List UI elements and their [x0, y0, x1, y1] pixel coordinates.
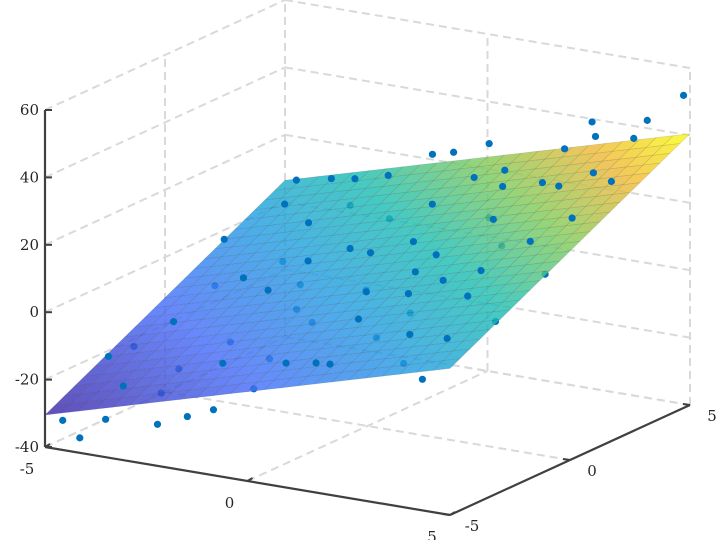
scatter-point: [409, 237, 417, 246]
scatter-point: [630, 134, 638, 142]
grid-line: [164, 391, 571, 461]
y-tick: [562, 458, 571, 461]
plane-face: [662, 133, 691, 146]
scatter-point: [304, 257, 312, 265]
scatter-point: [443, 334, 451, 343]
points-above-plane: [104, 91, 688, 390]
x-tick-label: -5: [20, 460, 35, 478]
scatter-point: [282, 359, 290, 367]
scatter-point: [219, 359, 227, 367]
scatter-point: [589, 169, 598, 177]
z-tick-label: -20: [15, 371, 39, 389]
scatter-point: [428, 150, 437, 158]
scatter-point: [104, 352, 113, 361]
scatter-point: [464, 292, 472, 300]
scatter-point: [588, 118, 596, 126]
scatter-point: [264, 286, 272, 294]
scatter-point: [501, 166, 509, 174]
axes: [43, 109, 691, 517]
scatter-point: [346, 244, 354, 253]
z-tick-label: 60: [20, 101, 39, 119]
scatter-point: [555, 182, 563, 190]
y-tick-label: 0: [587, 462, 597, 480]
scatter-point: [354, 315, 363, 323]
z-tick-label: -40: [15, 438, 39, 456]
scatter-point: [418, 375, 426, 383]
y-tick: [682, 403, 691, 406]
tick-labels: 60 40 20 0 -20 -40 -5 0 5 -5 0 5: [15, 101, 717, 540]
scatter-point: [326, 360, 334, 368]
scatter-point: [477, 267, 485, 275]
grid-line: [284, 66, 691, 137]
scatter-point: [607, 177, 616, 186]
scatter-point: [351, 175, 359, 183]
scatter-point: [292, 176, 300, 184]
scatter-point: [538, 179, 547, 187]
y-tick-label: -5: [465, 517, 480, 535]
grid-line: [44, 66, 286, 179]
scatter-point: [239, 274, 248, 282]
scatter-point: [366, 249, 375, 257]
scatter-point: [183, 412, 191, 421]
scatter-point: [526, 237, 534, 245]
scatter-point: [209, 406, 218, 414]
x-tick-label: 5: [427, 528, 437, 540]
scatter-point: [119, 382, 127, 390]
x-tick: [246, 477, 254, 482]
scatter-point: [312, 359, 320, 367]
scatter-point: [485, 140, 493, 148]
z-tick-label: 0: [29, 303, 39, 321]
scatter-point: [281, 200, 289, 208]
scatter-point: [327, 174, 335, 183]
scatter-point: [153, 420, 162, 428]
scatter-point: [169, 318, 178, 326]
x-tick-label: 0: [225, 494, 235, 512]
scatter-point: [568, 214, 576, 222]
x-tick: [449, 511, 456, 516]
scatter-point: [428, 200, 436, 208]
x-tick: [44, 443, 51, 448]
scatter-point: [679, 91, 688, 99]
y-tick: [442, 513, 451, 516]
scatter-point: [439, 276, 447, 284]
scatter-point: [450, 148, 458, 156]
z-tick-label: 40: [20, 168, 39, 186]
grid-line: [247, 370, 488, 482]
scatter-point: [304, 219, 313, 227]
scatter-point: [59, 416, 67, 424]
y-tick-label: 5: [707, 407, 717, 425]
scatter-point: [561, 145, 569, 153]
scatter-point: [220, 235, 228, 243]
scatter-point: [499, 182, 507, 191]
scatter-point: [643, 116, 651, 124]
scatter-point: [102, 415, 110, 423]
scatter-point: [404, 290, 413, 298]
grid-line: [284, 0, 691, 69]
scatter-point: [489, 215, 497, 223]
scatter-point: [432, 251, 440, 259]
scatter-point: [362, 288, 370, 296]
grid-line: [44, 0, 286, 111]
fitted-plane-surface: [44, 133, 691, 416]
z-tick-label: 20: [20, 236, 39, 254]
scatter-point: [411, 268, 419, 276]
scatter-point: [591, 132, 600, 141]
scatter-point: [76, 434, 84, 442]
scatter-point: [384, 171, 392, 179]
scatter-point: [406, 330, 414, 339]
scatter-point: [470, 173, 478, 182]
